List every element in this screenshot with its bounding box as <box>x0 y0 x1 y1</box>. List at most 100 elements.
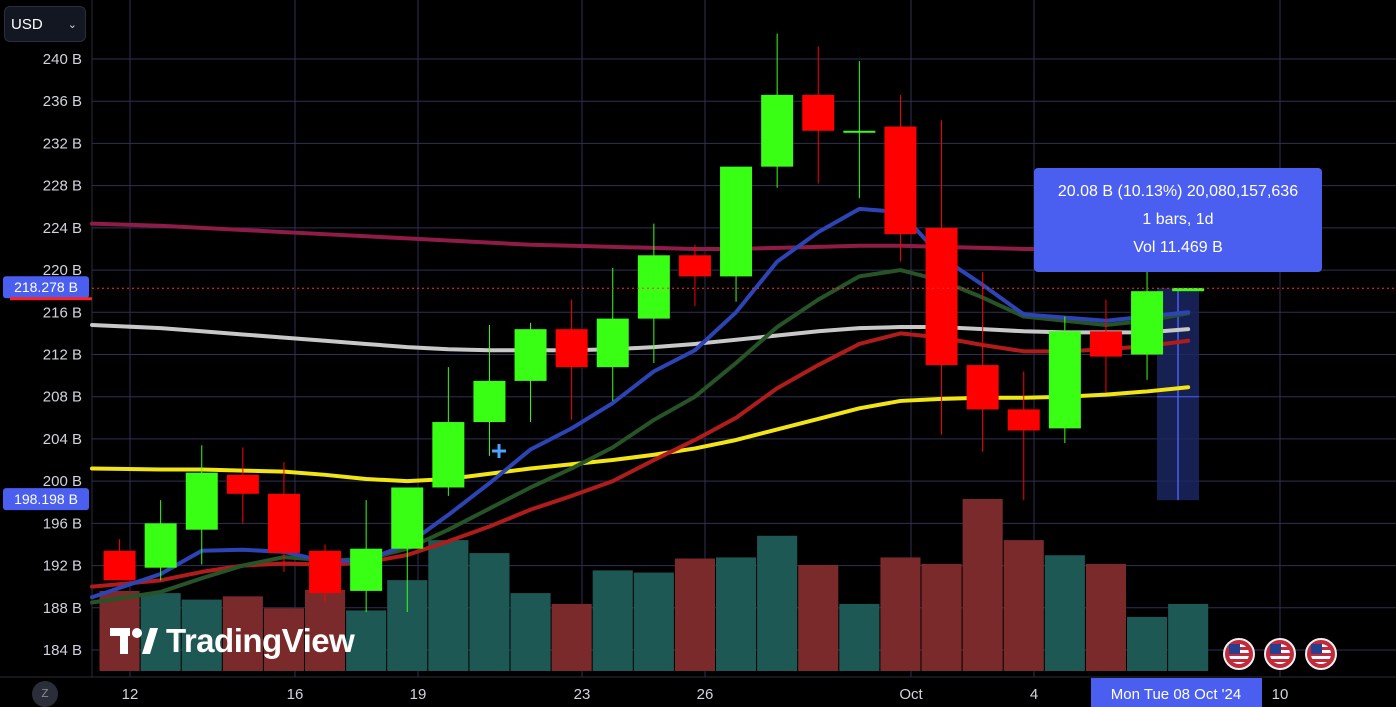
candle-body <box>843 130 876 133</box>
candle-body <box>144 523 177 568</box>
volume-bar <box>921 563 962 671</box>
tooltip-bars: 1 bars, 1d <box>1142 211 1214 228</box>
candle-body <box>267 493 300 553</box>
candle-body <box>103 550 136 581</box>
y-tick-label: 196 B <box>43 515 82 532</box>
candle-body <box>966 365 999 410</box>
tooltip-change: 20.08 B (10.13%) 20,080,157,636 <box>1057 183 1299 200</box>
candle-body <box>185 472 218 530</box>
auto-scale-button[interactable]: Z <box>32 681 58 707</box>
measure-start-badge <box>3 488 89 511</box>
candle-body <box>884 126 917 235</box>
watermark-text: TradingView <box>166 622 355 659</box>
y-tick-label: 232 B <box>43 135 82 152</box>
candle-body <box>678 255 711 277</box>
y-tick-label: 188 B <box>43 600 82 617</box>
y-tick-label: 224 B <box>43 220 82 237</box>
tradingview-logo-icon <box>110 626 158 656</box>
moving-average-line <box>90 268 1191 605</box>
candle-body <box>1048 331 1081 429</box>
volume-bar <box>757 535 798 671</box>
candle-body <box>925 227 958 366</box>
y-tick-label: 192 B <box>43 558 82 575</box>
candle-body <box>350 548 383 591</box>
candle-body <box>1131 291 1164 355</box>
currency-label: USD <box>11 15 43 33</box>
measure-tooltip: 20.08 B (10.13%) 20,080,157,636 1 bars, … <box>1034 168 1322 272</box>
volume-bar <box>1003 540 1044 671</box>
volume-bar <box>428 540 469 671</box>
volume-bar <box>962 499 1003 671</box>
volume-bar <box>798 564 839 671</box>
candle-body <box>309 550 342 594</box>
volume-bar <box>592 570 633 671</box>
candle-body <box>1007 409 1040 431</box>
volume-bar <box>181 599 222 671</box>
x-tick-label: 12 <box>122 686 139 703</box>
measure-start-label: 198.198 B <box>14 491 78 507</box>
candle-body <box>514 329 547 381</box>
volume-bar <box>1085 563 1126 671</box>
moving-average-line <box>90 385 1191 484</box>
volume-bar <box>140 593 181 671</box>
y-tick-label: 200 B <box>43 473 82 490</box>
moving-average-line <box>90 331 1191 589</box>
tooltip-volume: Vol 11.469 B <box>1133 239 1223 256</box>
x-tick-label: Oct <box>899 686 923 703</box>
x-tick-label: 16 <box>287 686 304 703</box>
current-price-label: 218.278 B <box>14 279 78 295</box>
volume-bar <box>510 593 551 671</box>
current-price-badge <box>3 276 89 299</box>
volume-bar <box>551 603 592 671</box>
time-range-label: Mon Tue 08 Oct '24 <box>1111 686 1241 703</box>
volume-bar <box>716 557 757 671</box>
crosshair-icon <box>492 444 506 458</box>
candle-body <box>1172 288 1205 292</box>
volume-bar <box>1168 603 1209 671</box>
candle-body <box>720 166 753 277</box>
x-tick-label: 23 <box>574 686 591 703</box>
y-tick-label: 240 B <box>43 51 82 68</box>
candle-body <box>555 329 588 368</box>
time-range-highlight <box>1091 678 1262 707</box>
currency-selector[interactable]: USD ⌄ <box>4 6 86 42</box>
volume-bar <box>839 603 880 671</box>
volume-bar <box>305 589 346 671</box>
volume-bar <box>1127 616 1168 671</box>
moving-average-line <box>90 206 1191 600</box>
volume-bar <box>263 608 304 671</box>
volume-bar <box>346 610 387 671</box>
y-tick-label: 236 B <box>43 93 82 110</box>
y-tick-label: 184 B <box>43 642 82 659</box>
y-tick-label: 220 B <box>43 262 82 279</box>
x-tick-label: 4 <box>1030 686 1038 703</box>
us-flag-icon[interactable] <box>1264 638 1296 670</box>
x-tick-label: 19 <box>410 686 427 703</box>
candle-body <box>802 94 835 131</box>
volume-bar <box>1044 555 1085 671</box>
candle-body <box>1089 331 1122 357</box>
y-tick-label: 208 B <box>43 389 82 406</box>
current-price-marker <box>10 297 92 301</box>
volume-bar <box>633 572 674 671</box>
volume-bar <box>222 596 263 671</box>
candle-body <box>473 380 506 423</box>
candle-body <box>432 422 465 488</box>
chevron-down-icon: ⌄ <box>67 18 77 31</box>
volume-bar <box>469 553 510 671</box>
price-axis <box>0 0 92 677</box>
candle-body <box>761 94 794 167</box>
x-tick-label: 10 <box>1272 686 1289 703</box>
y-tick-label: 212 B <box>43 347 82 364</box>
y-tick-label: 216 B <box>43 304 82 321</box>
tradingview-watermark: TradingView <box>110 622 355 660</box>
us-flag-icon[interactable] <box>1223 638 1255 670</box>
candle-body <box>596 318 629 368</box>
candle-body <box>391 487 424 549</box>
x-tick-label: 26 <box>697 686 714 703</box>
volume-bar <box>880 557 921 671</box>
candle-body <box>637 255 670 319</box>
volume-bar <box>674 558 715 671</box>
us-flag-icon[interactable] <box>1305 638 1337 670</box>
